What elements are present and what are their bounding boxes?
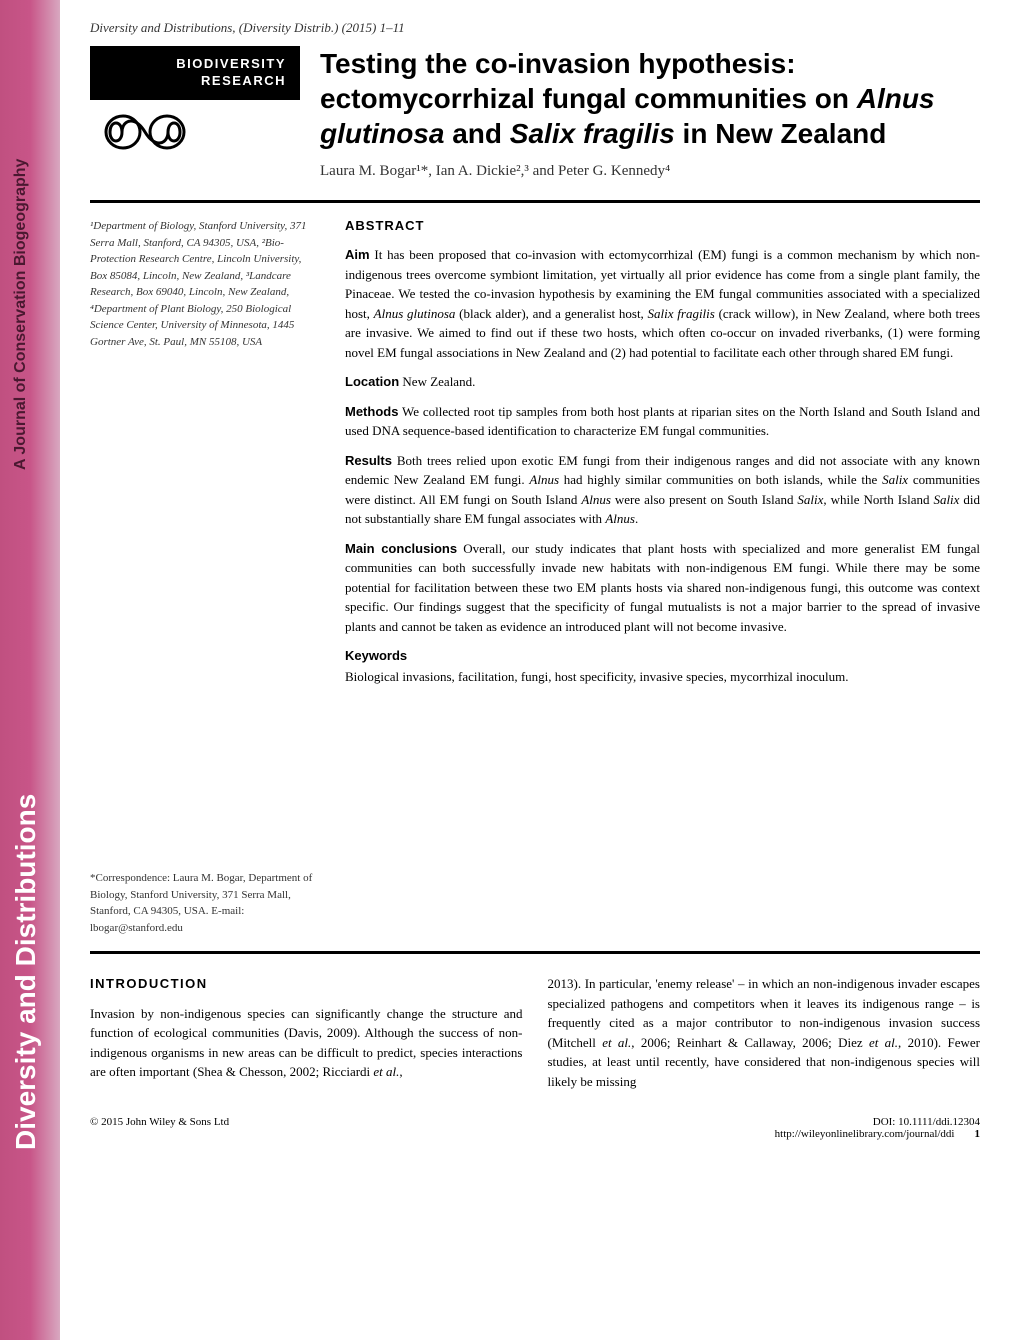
abstract-methods: Methods We collected root tip samples fr…: [345, 402, 980, 441]
results-i2: Salix: [882, 472, 908, 487]
title-part3: in New Zealand: [675, 118, 887, 149]
intro-etal1: et al.: [373, 1064, 399, 1079]
copyright: © 2015 John Wiley & Sons Ltd: [90, 1116, 229, 1140]
results-t7: .: [635, 511, 638, 526]
keywords-text: Biological invasions, facilitation, fung…: [345, 667, 980, 687]
introduction-section: INTRODUCTION Invasion by non-indigenous …: [90, 974, 980, 1091]
divider-bottom: [90, 951, 980, 954]
results-i3: Alnus: [581, 492, 611, 507]
abstract-aim: Aim It has been proposed that co-invasio…: [345, 245, 980, 362]
left-column: ¹Department of Biology, Stanford Univers…: [90, 218, 320, 936]
abstract-heading: ABSTRACT: [345, 218, 980, 233]
sidebar-title: Diversity and Distributions: [10, 794, 42, 1150]
badge-line2: RESEARCH: [104, 73, 286, 90]
page-number: 1: [975, 1128, 981, 1140]
badge-line1: BIODIVERSITY: [104, 56, 286, 73]
journal-citation: Diversity and Distributions, (Diversity …: [90, 20, 980, 36]
affiliations: ¹Department of Biology, Stanford Univers…: [90, 218, 320, 350]
title-part2: and: [444, 118, 509, 149]
abstract-area: ¹Department of Biology, Stanford Univers…: [90, 218, 980, 936]
title-species2: Salix fragilis: [510, 118, 675, 149]
article-title: Testing the co-invasion hypothesis: ecto…: [320, 46, 980, 151]
badge-label: BIODIVERSITY RESEARCH: [90, 46, 300, 100]
results-t2: had highly similar communities on both i…: [559, 472, 882, 487]
results-label: Results: [345, 453, 392, 468]
location-label: Location: [345, 374, 399, 389]
right-column: ABSTRACT Aim It has been proposed that c…: [345, 218, 980, 936]
journal-url: http://wileyonlinelibrary.com/journal/dd…: [775, 1128, 955, 1140]
methods-text: We collected root tip samples from both …: [345, 404, 980, 439]
aim-species1: Alnus glutinosa: [374, 306, 456, 321]
article-header: BIODIVERSITY RESEARCH Testing the co-inv…: [90, 46, 980, 180]
aim-label: Aim: [345, 247, 370, 262]
results-i6: Alnus: [605, 511, 635, 526]
intro-p1: Invasion by non-indigenous species can s…: [90, 1006, 523, 1080]
page-footer: © 2015 John Wiley & Sons Ltd DOI: 10.111…: [90, 1116, 980, 1140]
divider-top: [90, 200, 980, 203]
correspondence: *Correspondence: Laura M. Bogar, Departm…: [90, 870, 320, 936]
conclusions-label: Main conclusions: [345, 541, 457, 556]
results-i5: Salix: [933, 492, 959, 507]
intro-c2-mid1: , 2006; Reinhart & Callaway, 2006; Diez: [631, 1035, 869, 1050]
intro-heading: INTRODUCTION: [90, 974, 523, 994]
results-i1: Alnus: [529, 472, 559, 487]
intro-c2-i2: et al.: [869, 1035, 898, 1050]
title-part1: Testing the co-invasion hypothesis: ecto…: [320, 48, 857, 114]
author-list: Laura M. Bogar¹*, Ian A. Dickie²,³ and P…: [320, 163, 980, 180]
sidebar-subtitle: A Journal of Conservation Biogeography: [12, 159, 30, 470]
results-i4: Salix: [797, 492, 823, 507]
intro-c2-i1: et al.: [602, 1035, 631, 1050]
infinity-icon: [90, 100, 300, 155]
results-t4: were also present on South Island: [611, 492, 797, 507]
abstract-location: Location New Zealand.: [345, 372, 980, 392]
abstract-results: Results Both trees relied upon exotic EM…: [345, 451, 980, 529]
main-content: Diversity and Distributions, (Diversity …: [80, 0, 1020, 1160]
intro-col-left: INTRODUCTION Invasion by non-indigenous …: [90, 974, 523, 1091]
intro-col-right: 2013). In particular, 'enemy release' – …: [548, 974, 981, 1091]
abstract-conclusions: Main conclusions Overall, our study indi…: [345, 539, 980, 637]
article-type-badge: BIODIVERSITY RESEARCH: [90, 46, 300, 180]
methods-label: Methods: [345, 404, 398, 419]
aim-species2: Salix fragilis: [648, 306, 715, 321]
intro-p2: ,: [399, 1064, 402, 1079]
title-area: Testing the co-invasion hypothesis: ecto…: [320, 46, 980, 180]
keywords-heading: Keywords: [345, 648, 980, 663]
results-t5: , while North Island: [823, 492, 933, 507]
footer-right: DOI: 10.1111/ddi.12304 http://wileyonlin…: [775, 1116, 980, 1140]
doi: DOI: 10.1111/ddi.12304: [775, 1116, 980, 1128]
aim-text2: (black alder), and a generalist host,: [455, 306, 647, 321]
location-text: New Zealand.: [399, 374, 475, 389]
journal-sidebar: A Journal of Conservation Biogeography D…: [0, 0, 60, 1340]
